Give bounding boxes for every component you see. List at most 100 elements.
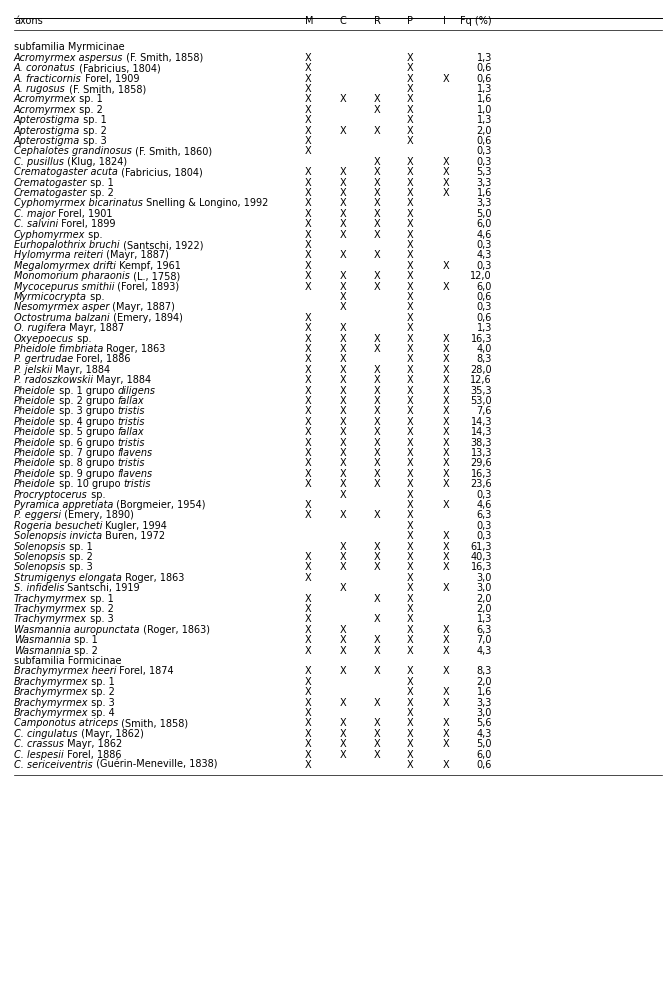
Text: 14,3: 14,3	[470, 427, 492, 437]
Text: 2,0: 2,0	[476, 604, 492, 614]
Text: Brachymyrmex heeri: Brachymyrmex heeri	[14, 667, 116, 677]
Text: X: X	[340, 323, 347, 333]
Text: 4,3: 4,3	[476, 645, 492, 656]
Text: X: X	[407, 500, 414, 510]
Text: X: X	[407, 729, 414, 738]
Text: (Smith, 1858): (Smith, 1858)	[118, 719, 188, 729]
Text: X: X	[305, 209, 312, 219]
Text: X: X	[443, 364, 450, 375]
Text: sp. 7 grupo: sp. 7 grupo	[56, 448, 118, 458]
Text: X: X	[407, 531, 414, 541]
Text: X: X	[443, 667, 450, 677]
Text: Megalomyrmex drifti: Megalomyrmex drifti	[14, 261, 116, 271]
Text: X: X	[374, 667, 380, 677]
Text: X: X	[305, 63, 312, 74]
Text: P: P	[407, 16, 413, 26]
Text: 5,0: 5,0	[476, 209, 492, 219]
Text: X: X	[305, 146, 312, 156]
Text: X: X	[443, 459, 450, 468]
Text: 0,3: 0,3	[476, 157, 492, 167]
Text: Pheidole: Pheidole	[14, 386, 56, 396]
Text: X: X	[374, 563, 380, 573]
Text: X: X	[374, 334, 380, 344]
Text: X: X	[407, 645, 414, 656]
Text: Pheidole: Pheidole	[14, 396, 56, 406]
Text: 1,6: 1,6	[476, 94, 492, 104]
Text: X: X	[305, 115, 312, 125]
Text: X: X	[340, 645, 347, 656]
Text: Acromyrmex aspersus: Acromyrmex aspersus	[14, 53, 124, 63]
Text: Wasmannia auropunctata: Wasmannia auropunctata	[14, 625, 140, 634]
Text: X: X	[407, 115, 414, 125]
Text: X: X	[407, 230, 414, 240]
Text: sp.: sp.	[74, 334, 91, 344]
Text: Camponotus atriceps: Camponotus atriceps	[14, 719, 118, 729]
Text: X: X	[305, 282, 312, 292]
Text: Mayr, 1862: Mayr, 1862	[64, 739, 122, 749]
Text: X: X	[407, 708, 414, 718]
Text: X: X	[340, 667, 347, 677]
Text: 2,0: 2,0	[476, 677, 492, 686]
Text: X: X	[443, 427, 450, 437]
Text: X: X	[305, 313, 312, 323]
Text: X: X	[305, 719, 312, 729]
Text: Solenopsis invicta: Solenopsis invicta	[14, 531, 102, 541]
Text: 3,0: 3,0	[476, 583, 492, 593]
Text: X: X	[374, 593, 380, 604]
Text: X: X	[305, 344, 312, 354]
Text: X: X	[374, 468, 380, 479]
Text: X: X	[407, 749, 414, 760]
Text: X: X	[305, 667, 312, 677]
Text: 4,3: 4,3	[476, 250, 492, 260]
Text: X: X	[407, 157, 414, 167]
Text: X: X	[305, 323, 312, 333]
Text: Oxyepoecus: Oxyepoecus	[14, 334, 74, 344]
Text: Cyphomyrmex: Cyphomyrmex	[14, 230, 85, 240]
Text: Acromyrmex: Acromyrmex	[14, 105, 77, 115]
Text: X: X	[407, 448, 414, 458]
Text: X: X	[305, 593, 312, 604]
Text: X: X	[305, 604, 312, 614]
Text: X: X	[374, 479, 380, 489]
Text: X: X	[374, 552, 380, 562]
Text: X: X	[407, 625, 414, 634]
Text: X: X	[443, 635, 450, 645]
Text: X: X	[374, 375, 380, 385]
Text: X: X	[305, 178, 312, 188]
Text: X: X	[305, 136, 312, 146]
Text: sp. 5 grupo: sp. 5 grupo	[56, 427, 118, 437]
Text: X: X	[340, 407, 347, 416]
Text: X: X	[340, 302, 347, 312]
Text: P. radoszkowskii: P. radoszkowskii	[14, 375, 93, 385]
Text: X: X	[305, 167, 312, 177]
Text: X: X	[407, 520, 414, 531]
Text: X: X	[305, 261, 312, 271]
Text: X: X	[340, 583, 347, 593]
Text: X: X	[305, 677, 312, 686]
Text: sp. 2: sp. 2	[71, 645, 97, 656]
Text: X: X	[407, 563, 414, 573]
Text: X: X	[407, 386, 414, 396]
Text: (Forel, 1893): (Forel, 1893)	[114, 282, 179, 292]
Text: X: X	[407, 416, 414, 427]
Text: X: X	[407, 209, 414, 219]
Text: A. coronatus: A. coronatus	[14, 63, 76, 74]
Text: 6,3: 6,3	[476, 625, 492, 634]
Text: Solenopsis: Solenopsis	[14, 563, 67, 573]
Text: Buren, 1972: Buren, 1972	[102, 531, 165, 541]
Text: X: X	[374, 282, 380, 292]
Text: X: X	[407, 542, 414, 552]
Text: X: X	[443, 739, 450, 749]
Text: 6,3: 6,3	[476, 511, 492, 520]
Text: X: X	[374, 511, 380, 520]
Text: Roger, 1863: Roger, 1863	[103, 344, 166, 354]
Text: 1,6: 1,6	[476, 687, 492, 697]
Text: X: X	[305, 375, 312, 385]
Text: X: X	[305, 760, 312, 770]
Text: X: X	[305, 427, 312, 437]
Text: sp.: sp.	[87, 292, 105, 302]
Text: Trachymyrmex: Trachymyrmex	[14, 604, 87, 614]
Text: 5,6: 5,6	[476, 719, 492, 729]
Text: X: X	[407, 490, 414, 500]
Text: Rogeria besucheti: Rogeria besucheti	[14, 520, 103, 531]
